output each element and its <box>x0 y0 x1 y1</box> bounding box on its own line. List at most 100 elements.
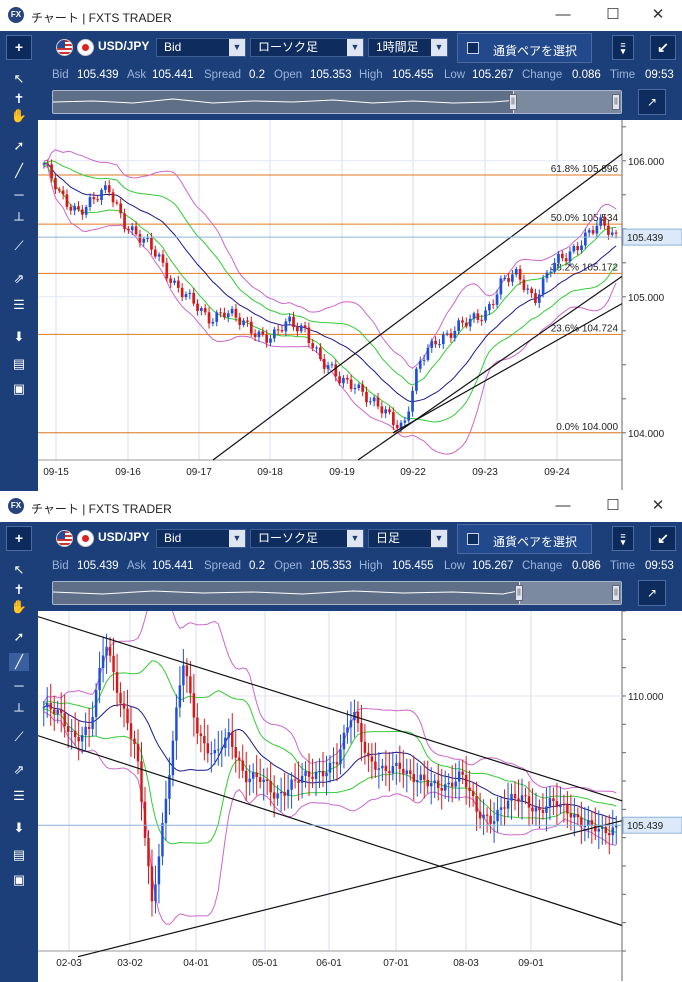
currency-pair[interactable]: USD/JPY <box>98 39 150 53</box>
trend-line-icon[interactable]: ╱ <box>9 653 29 671</box>
price-type-select[interactable]: Bid ▼ <box>156 529 246 548</box>
navigator-bar: || || ↗ <box>0 576 682 611</box>
candle-up <box>100 189 103 201</box>
crosshair-cursor-icon[interactable]: ✝ <box>13 91 25 106</box>
quote-bar: Bid 105.439 Ask 105.441 Spread 0.2 Open … <box>0 555 682 576</box>
fan-icon[interactable]: ⇗ <box>13 271 25 286</box>
candle-down <box>108 646 112 656</box>
daily-chart-panel[interactable]: 02-03 03-02 04-01 05-01 06-01 07-01 08-03 09-01… <box>38 611 682 982</box>
fibonacci-level-label: 50.0% 105.534 <box>551 213 619 224</box>
candle-down <box>246 320 249 322</box>
navigator-left-handle[interactable]: || <box>509 94 517 110</box>
candle-up <box>215 312 219 322</box>
candle-down <box>180 287 184 298</box>
minimize-icon[interactable]: — <box>555 6 571 23</box>
add-chart-button[interactable]: + <box>6 35 32 60</box>
vertical-line-icon[interactable]: ┴ <box>14 703 24 718</box>
fibonacci-level-label: 23.6% 104.724 <box>551 323 619 334</box>
trend-line-icon[interactable]: ╱ <box>15 163 23 178</box>
candle-down <box>395 424 399 429</box>
hand-icon[interactable]: ✋ <box>10 108 28 123</box>
currency-select-area[interactable]: 通貨ペアを選択 <box>457 33 592 63</box>
list-icon[interactable]: ▤ <box>12 847 26 862</box>
candle-up <box>342 377 345 384</box>
horizontal-line-icon[interactable]: ─ <box>14 678 24 693</box>
cursor-icon[interactable]: ↖ <box>13 562 25 577</box>
candle-up <box>395 762 398 767</box>
menu-icon[interactable]: ≡ ▾ <box>612 526 634 551</box>
candle-down <box>49 703 52 710</box>
fan-icon[interactable]: ⇗ <box>13 762 25 777</box>
navigator-strip[interactable]: || || <box>52 90 622 114</box>
candle-down <box>476 313 480 320</box>
navigator-strip[interactable]: || || <box>52 581 622 605</box>
camera-icon[interactable]: ▣ <box>12 381 26 396</box>
add-chart-button[interactable]: + <box>6 526 32 551</box>
candle-down <box>292 316 295 328</box>
parallel-channel-icon[interactable]: ⟋ <box>14 729 24 744</box>
fibonacci-icon[interactable]: ☰ <box>13 788 25 803</box>
crosshair-cursor-icon[interactable]: ✝ <box>13 582 25 597</box>
pointer-tool-icon[interactable]: ➚ <box>13 629 25 644</box>
candle-up <box>454 781 457 787</box>
trend-line <box>38 735 623 927</box>
currency-select-area[interactable]: 通貨ペアを選択 <box>457 524 592 554</box>
candle-up <box>549 271 553 273</box>
candle-up <box>499 807 503 810</box>
download-arrow-icon[interactable]: ⬇ <box>13 820 25 835</box>
candle-down <box>126 708 129 724</box>
download-arrow-icon[interactable]: ⬇ <box>13 329 25 344</box>
collapse-arrow-icon[interactable]: ↙ <box>650 526 676 551</box>
horizontal-line-icon[interactable]: ─ <box>14 187 24 202</box>
vertical-line-icon[interactable]: ┴ <box>14 212 24 227</box>
cursor-icon[interactable]: ↖ <box>13 71 25 86</box>
close-icon[interactable]: ✕ <box>651 497 665 514</box>
collapse-arrow-icon[interactable]: ↙ <box>650 35 676 60</box>
candle-up <box>224 737 227 748</box>
hourly-chart-panel[interactable]: 09-15 09-16 09-17 09-18 09-19 09-22 09-23 09-24… <box>38 120 682 491</box>
candle-up <box>299 325 303 332</box>
timeframe-select[interactable]: 日足 ▼ <box>368 529 448 548</box>
candle-down <box>552 798 555 802</box>
candle-down <box>475 796 478 812</box>
fibonacci-icon[interactable]: ☰ <box>13 297 25 312</box>
trend-line <box>38 616 623 802</box>
list-icon[interactable]: ▤ <box>12 356 26 371</box>
current-price-tag <box>622 228 682 246</box>
maximize-icon[interactable]: ☐ <box>606 6 620 23</box>
navigator-right-handle[interactable]: || <box>612 585 620 601</box>
chart-type-select[interactable]: ローソク足 ▼ <box>250 529 364 548</box>
currency-pair[interactable]: USD/JPY <box>98 530 150 544</box>
camera-icon[interactable]: ▣ <box>12 872 26 887</box>
close-icon[interactable]: ✕ <box>651 6 665 23</box>
price-type-select[interactable]: Bid ▼ <box>156 38 246 57</box>
timeframe-select[interactable]: 1時間足 ▼ <box>368 38 448 57</box>
currency-select-checkbox[interactable] <box>467 42 479 54</box>
candle-up <box>573 814 576 818</box>
minimize-icon[interactable]: — <box>555 497 571 514</box>
currency-select-label: 通貨ペアを選択 <box>493 535 578 549</box>
pointer-tool-icon[interactable]: ➚ <box>13 138 25 153</box>
fit-arrow-icon[interactable]: ↗ <box>638 89 666 115</box>
navigator-selection[interactable] <box>519 582 621 604</box>
navigator-left-handle[interactable]: || <box>515 585 523 601</box>
time-label: Time <box>610 560 636 572</box>
fit-arrow-icon[interactable]: ↗ <box>638 580 666 606</box>
candle-up <box>433 780 436 784</box>
candle-down <box>261 331 265 335</box>
candle-up <box>368 401 372 403</box>
maximize-icon[interactable]: ☐ <box>606 497 620 514</box>
parallel-channel-icon[interactable]: ⟋ <box>14 238 24 253</box>
candle-down <box>489 815 492 824</box>
chart-type-select[interactable]: ローソク足 ▼ <box>250 38 364 57</box>
daily-chart-svg[interactable]: 02-03 03-02 04-01 05-01 06-01 07-01 08-03 09-01… <box>38 611 682 982</box>
hourly-chart-svg[interactable]: 09-15 09-16 09-17 09-18 09-19 09-22 09-23 09-24… <box>38 120 682 491</box>
menu-icon[interactable]: ≡ ▾ <box>612 35 634 60</box>
navigator-selection[interactable] <box>513 91 621 113</box>
hand-icon[interactable]: ✋ <box>10 599 28 614</box>
candle-up <box>318 770 321 772</box>
currency-select-checkbox[interactable] <box>467 533 479 545</box>
candle-down <box>591 230 595 234</box>
navigator-right-handle[interactable]: || <box>612 94 620 110</box>
open-value: 105.353 <box>310 69 352 81</box>
